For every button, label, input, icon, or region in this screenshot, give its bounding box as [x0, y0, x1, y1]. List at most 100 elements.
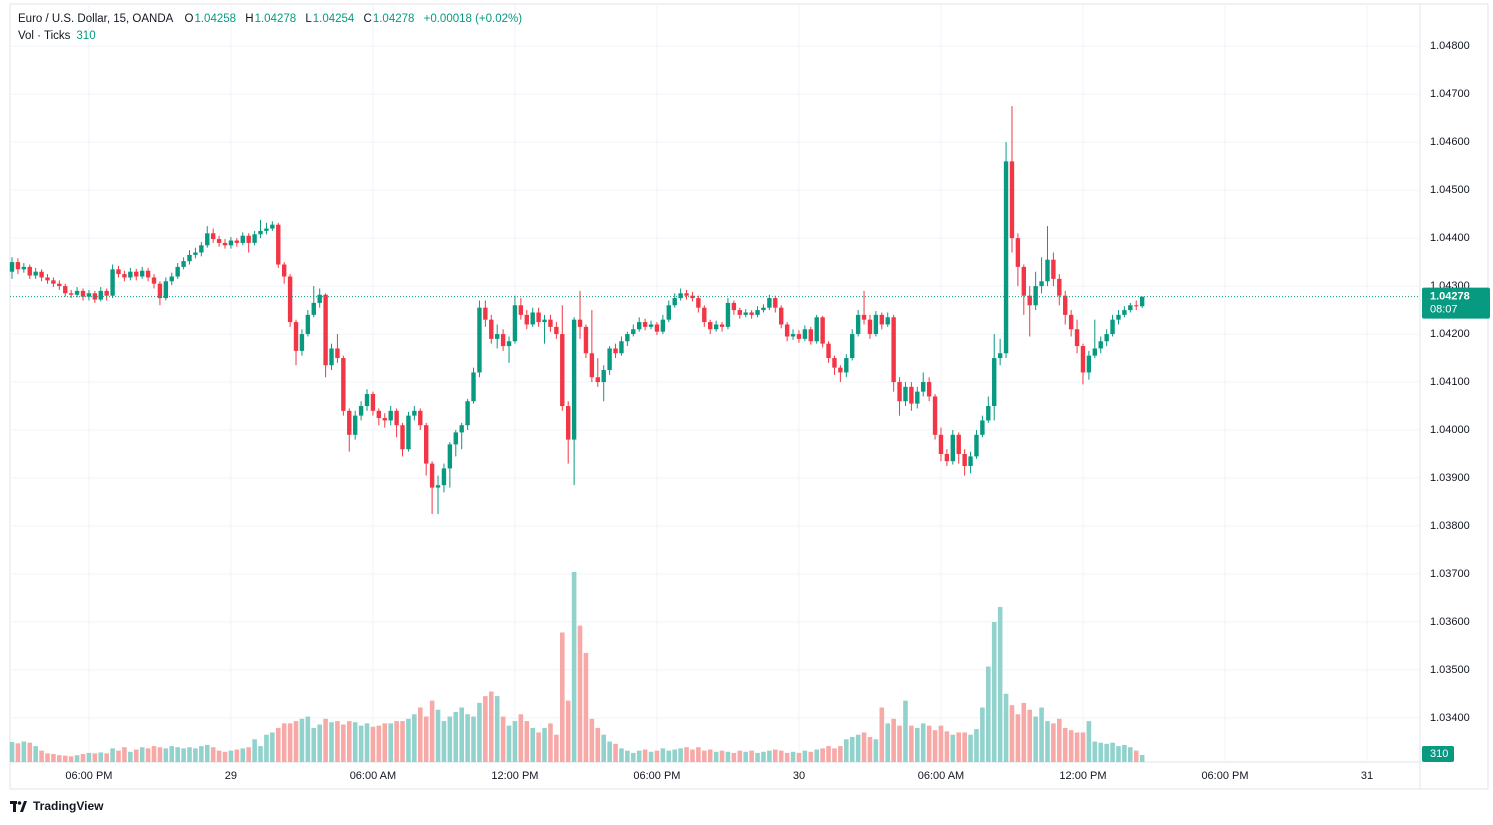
candle-body	[341, 358, 346, 411]
volume-bar	[1080, 732, 1086, 762]
candle-body	[950, 434, 956, 462]
legend-value: 1.04278	[372, 13, 415, 25]
volume-bar	[968, 734, 973, 762]
candle-body	[1003, 161, 1009, 354]
legend-label: C	[363, 13, 372, 25]
candle-body	[767, 298, 772, 308]
volume-bar	[477, 702, 482, 762]
volume-bar	[648, 751, 654, 762]
volume-bar	[642, 749, 648, 762]
volume-bar	[607, 741, 612, 762]
candle-body	[441, 468, 447, 486]
volume-bar	[962, 732, 967, 762]
volume-bar	[867, 737, 873, 762]
candle-body	[915, 391, 920, 404]
volume-bar	[767, 750, 772, 762]
candle-body	[1074, 329, 1080, 347]
volume-bar	[51, 754, 56, 762]
candle-body	[719, 324, 725, 327]
candle-body	[968, 456, 973, 466]
volume-title: Vol · Ticks	[18, 30, 71, 42]
candle-body	[145, 270, 151, 278]
volume-bar	[9, 742, 15, 762]
candle-body	[394, 410, 399, 426]
y-tick-label: 1.03900	[1430, 472, 1470, 484]
candle-body	[63, 286, 68, 294]
legend-value: 1.04258	[194, 13, 237, 25]
candle-body	[921, 382, 926, 392]
candle-body	[210, 233, 216, 240]
volume-bar	[506, 725, 512, 762]
volume-bar	[181, 748, 186, 762]
volume-bar	[554, 734, 559, 762]
candle-body	[98, 290, 103, 300]
volume-bar	[808, 751, 814, 762]
volume-bar	[790, 751, 796, 762]
volume-bar	[802, 750, 808, 762]
volume-bars	[9, 572, 1145, 762]
volume-bar	[1051, 723, 1056, 762]
volume-bar	[778, 750, 784, 762]
candle-body	[506, 341, 512, 347]
candle-body	[974, 434, 979, 457]
volume-bar	[761, 751, 766, 762]
volume-bar	[980, 707, 985, 762]
volume-bar	[80, 754, 86, 762]
candle-body	[820, 317, 825, 344]
volume-bar	[1092, 741, 1098, 762]
candle-body	[565, 406, 571, 440]
y-tick-label: 1.03600	[1430, 616, 1470, 628]
candle-body	[175, 266, 180, 277]
symbol-title: Euro / U.S. Dollar, 15, OANDA	[18, 13, 174, 25]
volume-bar	[619, 748, 624, 762]
candle-body	[33, 271, 38, 276]
volume-bar	[204, 744, 210, 762]
candle-body	[1122, 310, 1127, 315]
candle-body	[347, 410, 352, 435]
volume-bar	[577, 625, 583, 762]
candle-body	[808, 329, 813, 342]
candle-body	[151, 277, 157, 284]
volume-bar	[873, 739, 879, 762]
volume-bar	[417, 707, 423, 762]
volume-bar	[45, 753, 50, 762]
candle-body	[932, 396, 938, 435]
volume-bar	[524, 721, 530, 762]
volume-label: 310	[1430, 748, 1448, 760]
volume-bar	[394, 721, 399, 762]
candle-body	[15, 262, 21, 270]
volume-bar	[1027, 709, 1033, 762]
candle-body	[542, 319, 547, 323]
candle-body	[613, 348, 618, 354]
volume-bar	[352, 722, 358, 762]
legend-label: L	[305, 13, 312, 25]
y-tick-label: 1.04000	[1430, 424, 1470, 436]
volume-bar	[737, 750, 743, 762]
candle-body	[429, 463, 435, 488]
brand: TradingView	[33, 799, 104, 813]
volume-bar	[1009, 705, 1015, 762]
volume-bar	[358, 725, 364, 762]
candle-body	[222, 242, 228, 246]
volume-bar	[122, 747, 127, 762]
volume-bar	[1133, 750, 1139, 762]
candle-body	[299, 334, 305, 351]
candle-body	[708, 322, 713, 330]
y-tick-label: 1.04600	[1430, 136, 1470, 148]
candle-body	[1033, 286, 1038, 306]
candle-body	[790, 334, 796, 337]
candle-body	[187, 254, 192, 262]
volume-bar	[713, 751, 719, 762]
candle-body	[459, 425, 464, 433]
candle-body	[885, 317, 890, 325]
grid	[10, 4, 1420, 762]
volume-bar	[228, 750, 234, 762]
candle-body	[317, 294, 322, 303]
volume-bar	[796, 752, 802, 762]
candle-body	[335, 348, 340, 359]
volume-bar	[335, 721, 340, 762]
candle-body	[997, 353, 1003, 359]
volume-bar	[193, 748, 198, 762]
candle-body	[802, 329, 808, 339]
